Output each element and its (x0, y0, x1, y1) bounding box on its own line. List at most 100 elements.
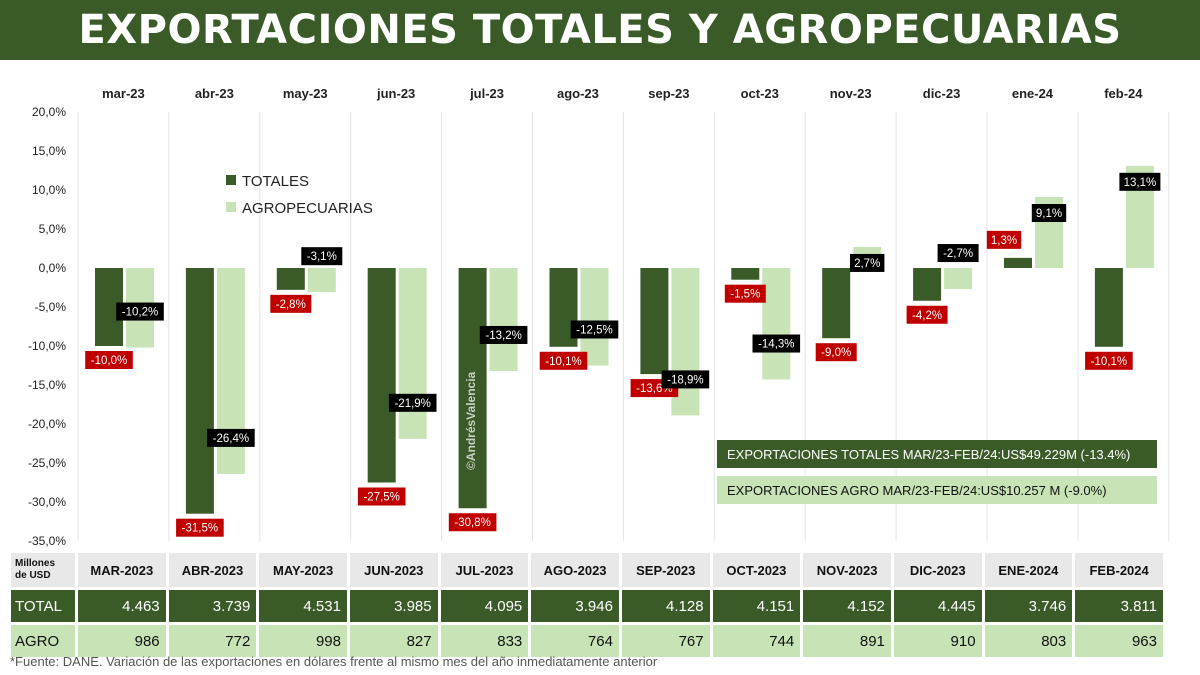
data-label-text: -3,1% (307, 251, 337, 263)
bar-totales (185, 268, 214, 514)
data-label-agro: -3,1% (301, 247, 343, 266)
bar-agro (489, 268, 518, 371)
table-cell: 827 (349, 622, 438, 657)
month-label: nov-23 (830, 86, 872, 101)
y-tick-label: -10,0% (28, 339, 66, 353)
bar-agro (307, 268, 336, 293)
month-label: oct-23 (741, 86, 779, 101)
month-label: jul-23 (469, 86, 504, 101)
bar-totales (458, 268, 487, 509)
table-cell: 963 (1075, 622, 1163, 657)
data-label-totales: -27,5% (357, 487, 406, 506)
table-cell: 772 (168, 622, 257, 657)
data-label-text: -30,8% (454, 517, 490, 529)
data-label-totales: -4,2% (906, 305, 948, 324)
table-cell: 764 (531, 622, 619, 657)
table-cell: 803 (984, 622, 1073, 657)
month-label: abr-23 (195, 86, 234, 101)
month-label: feb-24 (1104, 86, 1143, 101)
data-label-totales: -9,0% (815, 343, 857, 362)
table-cell: 744 (712, 622, 801, 657)
table-cell: 891 (803, 622, 891, 657)
table-cell: 4.463 (78, 587, 166, 622)
data-label-agro: -2,7% (937, 244, 979, 263)
data-label-box (937, 244, 979, 263)
table-cell: 3.985 (349, 587, 438, 622)
bar-totales (731, 268, 760, 280)
y-tick-label: -15,0% (28, 378, 66, 392)
bar-chart: 20,0% 15,0% 10,0% 5,0% 0,0% -5,0% -10,0% -15,0%… (28, 86, 1170, 548)
data-label-totales: -10,1% (539, 351, 588, 370)
row-label-agro: AGRO (11, 622, 75, 657)
legend-label-totales: TOTALES (242, 173, 309, 190)
y-tick-label: 5,0% (39, 222, 67, 236)
data-label-text: 2,7% (854, 258, 880, 270)
data-label-text: 13,1% (1124, 177, 1157, 189)
data-label-box (906, 305, 948, 324)
data-label-text: -10,2% (122, 307, 158, 319)
data-table: Millones de USD MAR-2023 ABR-2023 MAY-202… (8, 553, 1166, 657)
data-label-box (388, 393, 437, 412)
data-label-text: -31,5% (182, 523, 218, 535)
table-header-cell: NOV-2023 (803, 553, 891, 587)
data-label-agro: -10,2% (116, 302, 164, 321)
data-label-text: -10,0% (91, 355, 127, 367)
data-label-totales: -10,0% (85, 351, 133, 369)
month-label: ago-23 (557, 86, 599, 101)
data-label-text: -14,3% (758, 339, 794, 351)
table-header-cell: JUL-2023 (440, 553, 529, 587)
corner-line-1: Millones (15, 558, 56, 569)
table-header-cell: DIC-2023 (893, 553, 982, 587)
data-label-agro: 9,1% (1031, 204, 1067, 223)
data-label-text: -1,5% (730, 289, 760, 301)
data-label-agro: 2,7% (850, 253, 885, 272)
data-label-text: -2,8% (276, 299, 306, 311)
bar-totales (367, 268, 396, 483)
month-label: jun-23 (376, 86, 415, 101)
data-label-totales: -1,5% (724, 284, 766, 303)
data-label-totales: 1,3% (986, 230, 1022, 249)
legend-swatch-agro (226, 202, 236, 212)
bar-totales (640, 268, 669, 375)
table-cell: 4.128 (621, 587, 710, 622)
data-label-box (357, 487, 406, 506)
data-label-totales: -31,5% (176, 518, 224, 537)
table-cell: 910 (893, 622, 982, 657)
data-label-totales: -10,1% (1085, 351, 1133, 370)
data-label-text: 1,3% (991, 235, 1017, 247)
summary-text-agro: EXPORTACIONES AGRO MAR/23-FEB/24:US$10.2… (727, 483, 1107, 498)
data-labels: -10,0% -10,2% -31,5% -26,4% -2,8% -3,1% -27,5%… (85, 172, 1161, 537)
footnote: *Fuente: DANE. Variación de las exportac… (10, 654, 658, 669)
data-label-box (1031, 204, 1067, 223)
data-label-agro: -26,4% (207, 428, 255, 447)
row-label-total: TOTAL (11, 587, 75, 622)
y-tick-label: 20,0% (32, 105, 66, 119)
table-cell: 986 (78, 622, 166, 657)
corner-line-2: de USD (15, 570, 51, 581)
watermark: ©AndrésValencia (464, 371, 478, 470)
data-label-text: -26,4% (213, 433, 249, 445)
data-label-text: -21,9% (394, 398, 430, 410)
table-header-cell: AGO-2023 (531, 553, 619, 587)
table-cell: 4.445 (893, 587, 982, 622)
table-cell: 4.095 (440, 587, 529, 622)
bar-totales (913, 268, 942, 301)
month-label: dic-23 (923, 86, 961, 101)
data-label-box (986, 230, 1022, 249)
bar-agro (762, 268, 791, 380)
data-label-agro: -18,9% (661, 370, 710, 389)
y-tick-label: 15,0% (32, 144, 66, 158)
month-header: mar-23 abr-23 may-23 jun-23 jul-23 ago-23 sep-… (102, 86, 1143, 101)
bar-agro (580, 268, 609, 366)
table-header-row: Millones de USD MAR-2023 ABR-2023 MAY-202… (11, 553, 1163, 587)
data-label-text: -10,1% (1091, 356, 1127, 368)
data-label-text: -2,7% (943, 248, 973, 260)
y-tick-label: -35,0% (28, 534, 66, 548)
table-cell: 3.946 (531, 587, 619, 622)
data-label-agro: -12,5% (570, 320, 619, 339)
data-label-text: -9,0% (821, 347, 851, 359)
data-label-totales: -2,8% (270, 294, 312, 313)
table-cell: 3.739 (168, 587, 257, 622)
month-label: sep-23 (648, 86, 689, 101)
data-label-agro: -13,2% (479, 325, 528, 344)
